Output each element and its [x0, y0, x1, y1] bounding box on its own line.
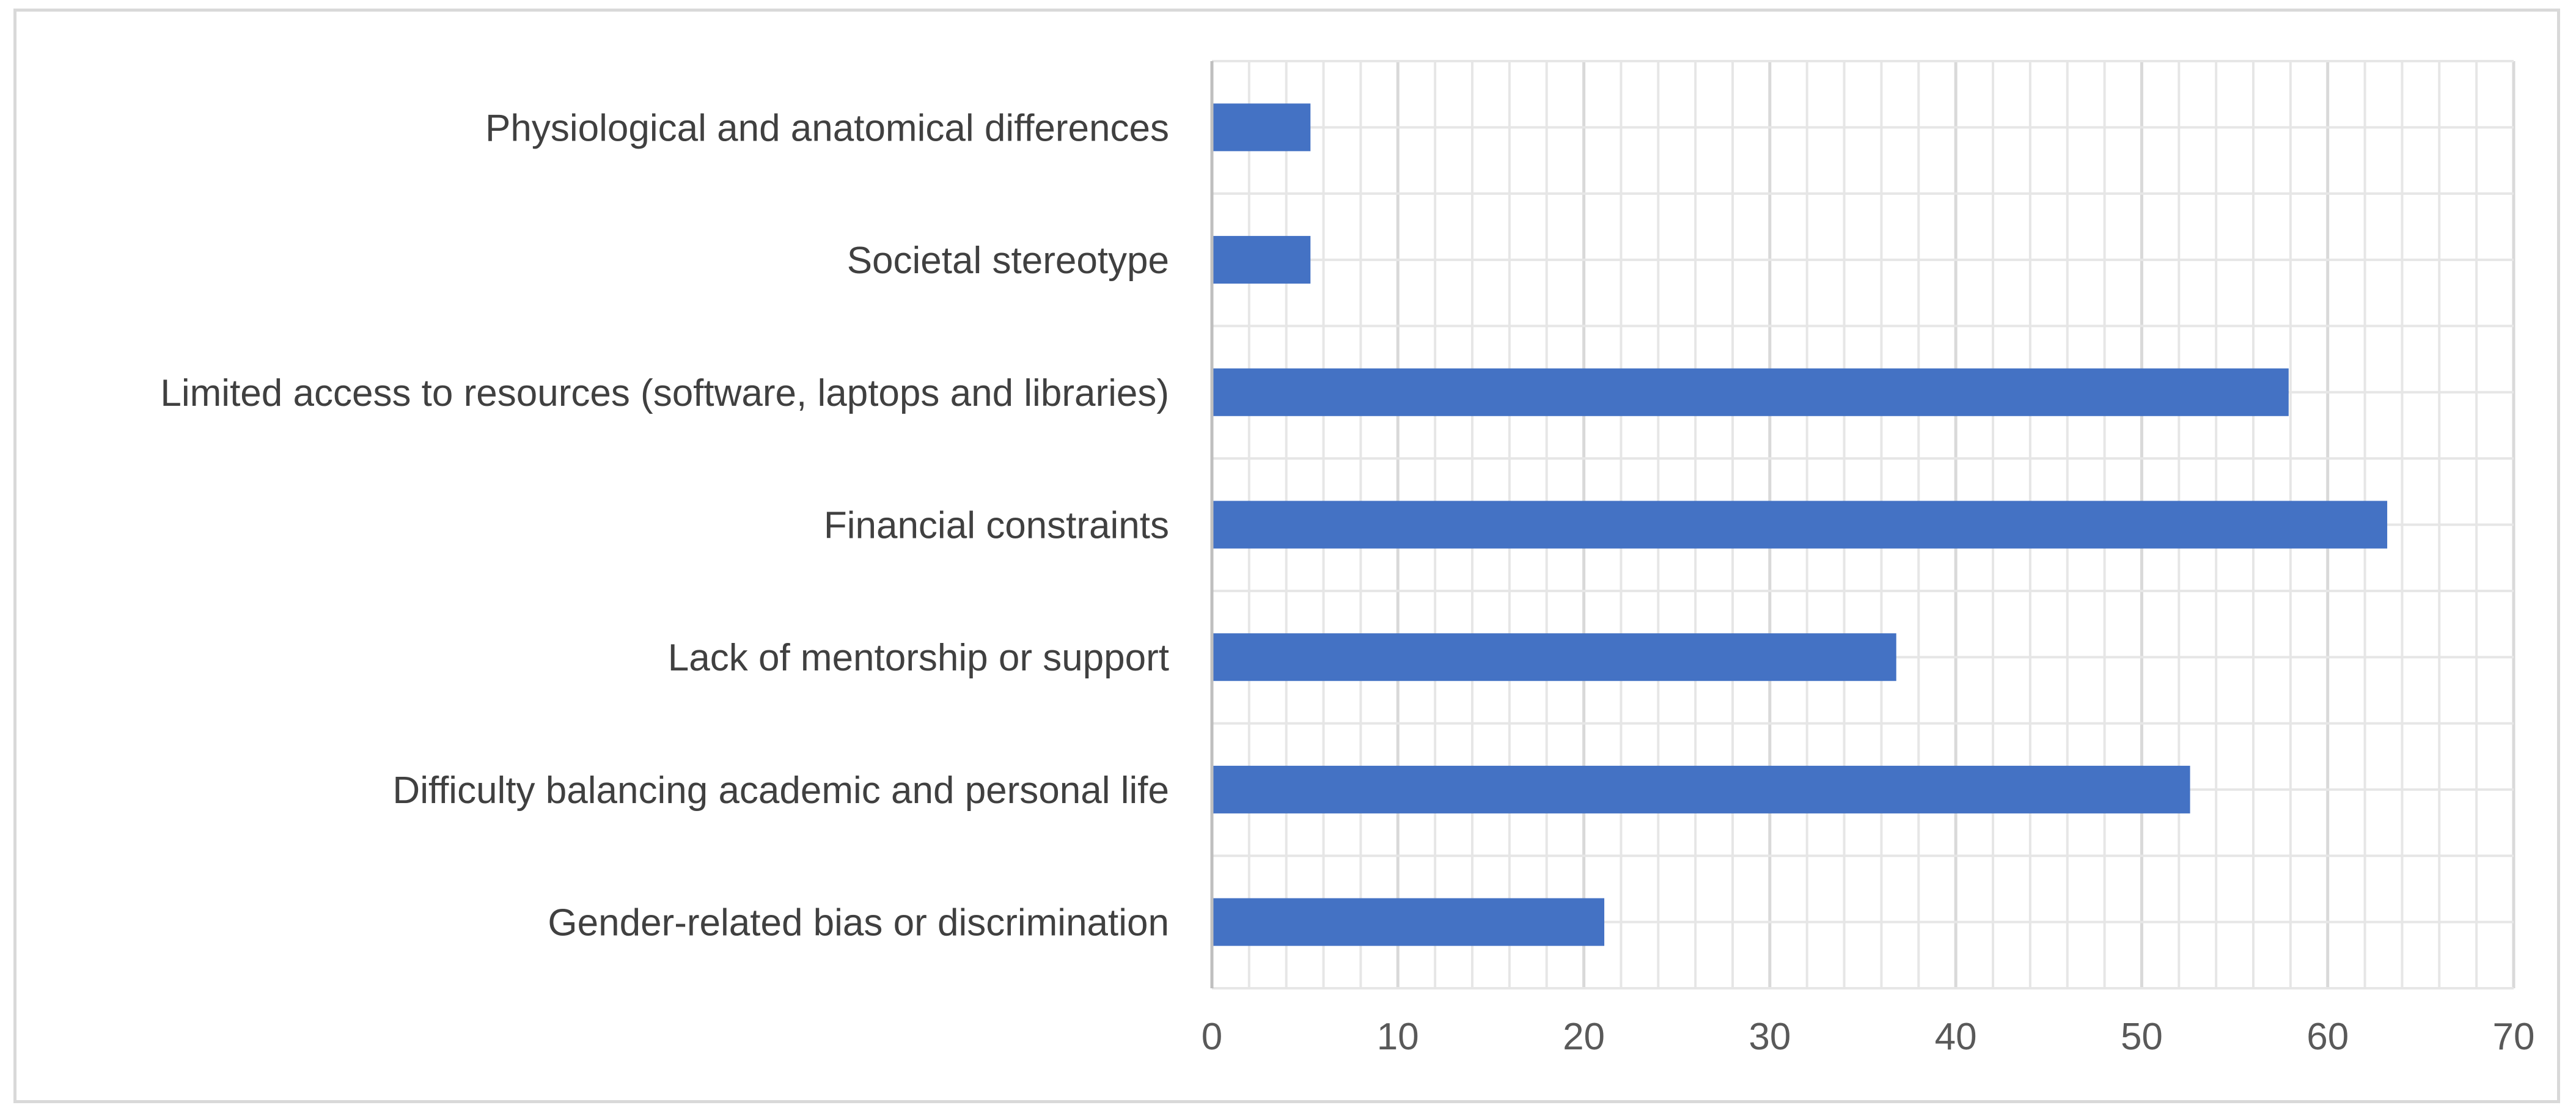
bar-3 — [1212, 368, 2289, 416]
bar-6 — [1212, 765, 2190, 813]
x-tick-label-40: 40 — [1935, 1016, 1977, 1058]
category-label-2: Societal stereotype — [847, 240, 1169, 282]
bar-7 — [1212, 898, 1605, 946]
category-label-4: Financial constraints — [824, 505, 1169, 547]
x-tick-label-70: 70 — [2493, 1016, 2535, 1058]
bar-4 — [1212, 501, 2388, 549]
x-tick-label-60: 60 — [2306, 1016, 2349, 1058]
bar-layer — [1212, 103, 2388, 946]
bar-2 — [1212, 236, 1311, 284]
x-tick-label-10: 10 — [1377, 1016, 1419, 1058]
x-tick-label-20: 20 — [1563, 1016, 1605, 1058]
x-tick-label-30: 30 — [1749, 1016, 1791, 1058]
category-label-1: Physiological and anatomical differences — [485, 107, 1169, 149]
category-label-7: Gender-related bias or discrimination — [548, 902, 1169, 944]
bar-5 — [1212, 633, 1896, 681]
category-label-3: Limited access to resources (software, l… — [160, 372, 1169, 414]
category-label-5: Lack of mentorship or support — [668, 637, 1169, 679]
bar-1 — [1212, 103, 1311, 152]
x-tick-label-50: 50 — [2121, 1016, 2163, 1058]
category-label-6: Difficulty balancing academic and person… — [392, 769, 1169, 812]
label-layer: Physiological and anatomical differences… — [160, 107, 2534, 1058]
x-tick-label-0: 0 — [1202, 1016, 1222, 1058]
